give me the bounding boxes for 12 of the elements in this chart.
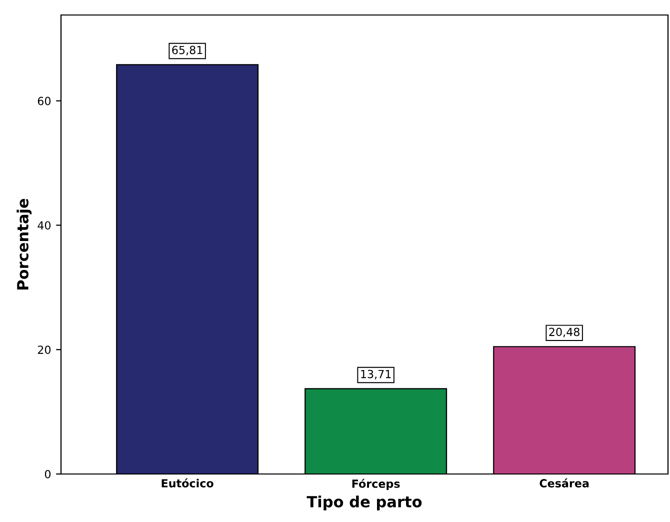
y-tick-label: 20 [38, 346, 51, 354]
y-tick-label: 0 [44, 470, 51, 478]
x-tick-label: Fórceps [352, 478, 400, 490]
data-label: 65,81 [172, 46, 202, 56]
x-tick-label: Eutócico [162, 478, 214, 488]
data-label: 13,71 [361, 370, 391, 380]
y-tick-label: 60 [38, 96, 51, 106]
y-tick-label: 40 [38, 221, 51, 230]
y-axis-title: Porcentaje [16, 198, 32, 290]
x-tick-label: Cesárea [540, 478, 589, 488]
data-label: 20,48 [549, 328, 580, 338]
x-axis-title: Tipo de parto [306, 496, 422, 510]
